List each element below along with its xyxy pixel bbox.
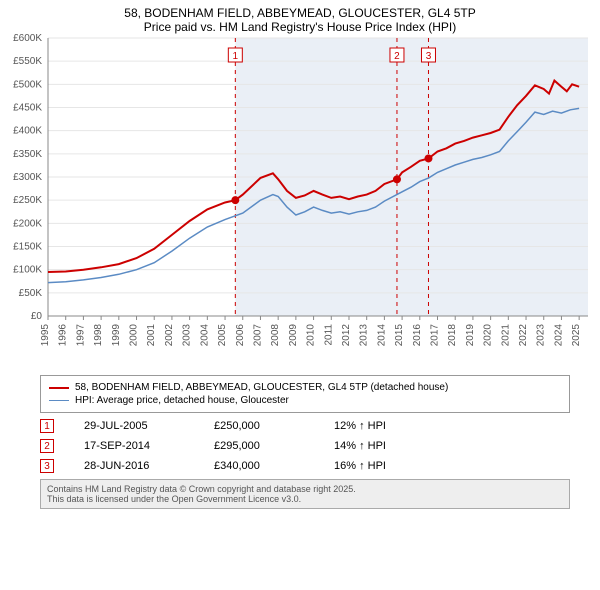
x-tick-label: 1995 (40, 324, 51, 347)
transaction-price: £250,000 (214, 420, 304, 432)
y-tick-label: £250K (13, 195, 42, 206)
x-tick-label: 2010 (306, 324, 317, 347)
x-tick-label: 2003 (182, 324, 193, 347)
x-tick-label: 1997 (75, 324, 86, 347)
x-tick-label: 2025 (571, 324, 582, 347)
x-tick-label: 2002 (164, 324, 175, 347)
transaction-date: 17-SEP-2014 (84, 440, 184, 452)
y-tick-label: £600K (13, 34, 42, 44)
y-tick-label: £200K (13, 218, 42, 229)
x-tick-label: 2006 (235, 324, 246, 347)
x-tick-label: 2021 (500, 324, 511, 347)
transaction-marker-num: 1 (233, 51, 239, 62)
x-tick-label: 2013 (359, 324, 370, 347)
y-tick-label: £100K (13, 265, 42, 276)
x-tick-label: 2011 (323, 324, 334, 346)
legend-row: HPI: Average price, detached house, Glou… (49, 395, 561, 406)
transaction-pct: 16% ↑ HPI (334, 460, 386, 472)
footer-line-2: This data is licensed under the Open Gov… (47, 494, 563, 504)
x-tick-label: 2018 (447, 324, 458, 347)
chart-title: 58, BODENHAM FIELD, ABBEYMEAD, GLOUCESTE… (0, 0, 600, 34)
transaction-date: 28-JUN-2016 (84, 460, 184, 472)
x-tick-label: 2007 (252, 324, 263, 347)
transaction-pct: 12% ↑ HPI (334, 420, 386, 432)
transaction-row: 1 29-JUL-2005 £250,000 12% ↑ HPI (40, 419, 570, 433)
legend-label: 58, BODENHAM FIELD, ABBEYMEAD, GLOUCESTE… (75, 382, 448, 393)
x-tick-label: 2004 (199, 324, 210, 347)
footer: Contains HM Land Registry data © Crown c… (40, 479, 570, 509)
y-tick-label: £300K (13, 172, 42, 183)
x-tick-label: 1996 (58, 324, 69, 347)
transaction-row: 3 28-JUN-2016 £340,000 16% ↑ HPI (40, 459, 570, 473)
x-tick-label: 2005 (217, 324, 228, 347)
x-tick-label: 2000 (129, 324, 140, 347)
x-tick-label: 1999 (111, 324, 122, 347)
chart-svg: £0 £50K £100K £150K £200K £250K £300K £350K £400… (0, 34, 600, 364)
x-tick-label: 2008 (270, 324, 281, 347)
legend-label: HPI: Average price, detached house, Glou… (75, 395, 289, 406)
title-line-2: Price paid vs. HM Land Registry's House … (0, 20, 600, 34)
y-tick-label: £450K (13, 103, 42, 114)
x-tick-label: 2009 (288, 324, 299, 347)
x-tick-label: 2016 (412, 324, 423, 347)
legend-swatch (49, 400, 69, 402)
x-tick-label: 2012 (341, 324, 352, 347)
y-tick-label: £400K (13, 126, 42, 137)
y-tick-label: £500K (13, 79, 42, 90)
transaction-row-marker: 1 (40, 419, 54, 433)
transaction-row: 2 17-SEP-2014 £295,000 14% ↑ HPI (40, 439, 570, 453)
chart: £0 £50K £100K £150K £200K £250K £300K £350K £400… (0, 34, 600, 369)
y-tick-label: £0 (31, 311, 43, 322)
x-tick-label: 2014 (376, 324, 387, 347)
legend-swatch (49, 387, 69, 389)
transaction-price: £295,000 (214, 440, 304, 452)
x-tick-label: 2001 (146, 324, 157, 347)
x-tick-label: 2015 (394, 324, 405, 347)
footer-line-1: Contains HM Land Registry data © Crown c… (47, 484, 563, 494)
y-tick-label: £150K (13, 242, 42, 253)
x-tick-label: 1998 (93, 324, 104, 347)
transaction-row-marker: 2 (40, 439, 54, 453)
transaction-row-marker: 3 (40, 459, 54, 473)
legend-row: 58, BODENHAM FIELD, ABBEYMEAD, GLOUCESTE… (49, 382, 561, 393)
transaction-date: 29-JUL-2005 (84, 420, 184, 432)
title-line-1: 58, BODENHAM FIELD, ABBEYMEAD, GLOUCESTE… (0, 6, 600, 20)
transaction-pct: 14% ↑ HPI (334, 440, 386, 452)
y-tick-label: £550K (13, 56, 42, 67)
legend: 58, BODENHAM FIELD, ABBEYMEAD, GLOUCESTE… (40, 375, 570, 413)
transaction-table: 1 29-JUL-2005 £250,000 12% ↑ HPI 2 17-SEP-201… (40, 419, 570, 473)
transaction-marker-num: 3 (426, 51, 432, 62)
x-tick-label: 2019 (465, 324, 476, 347)
x-tick-label: 2020 (483, 324, 494, 347)
x-tick-label: 2017 (430, 324, 441, 347)
y-tick-label: £50K (19, 288, 43, 299)
x-tick-label: 2024 (553, 324, 564, 347)
y-tick-label: £350K (13, 149, 42, 160)
transaction-marker-num: 2 (394, 51, 400, 62)
x-tick-label: 2022 (518, 324, 529, 347)
x-tick-label: 2023 (536, 324, 547, 347)
transaction-price: £340,000 (214, 460, 304, 472)
